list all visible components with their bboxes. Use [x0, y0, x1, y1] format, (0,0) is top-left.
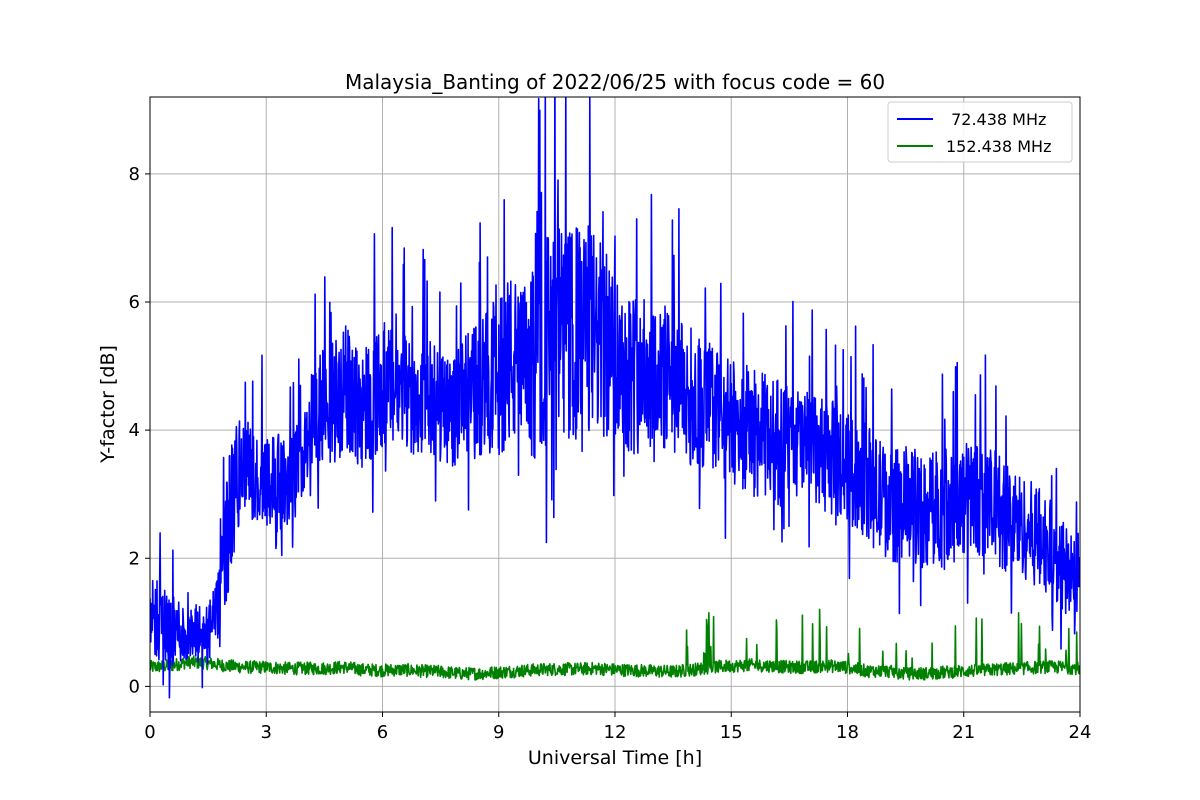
- x-tick-label: 18: [836, 722, 859, 743]
- y-tick-label: 8: [129, 164, 140, 185]
- chart-title: Malaysia_Banting of 2022/06/25 with focu…: [345, 70, 885, 94]
- legend-entry-72mhz: 72.438 MHz: [946, 110, 1046, 129]
- series-layer: [150, 97, 1080, 699]
- x-tick-label: 9: [493, 722, 504, 743]
- legend: 72.438 MHz 152.438 MHz: [887, 101, 1073, 163]
- x-tick-label: 6: [377, 722, 388, 743]
- x-axis-ticks: 0 3 6 9 12 15 18 21 24: [144, 712, 1091, 743]
- y-axis-label: Y-factor [dB]: [97, 345, 119, 464]
- y-tick-label: 6: [129, 292, 140, 313]
- x-tick-label: 3: [261, 722, 272, 743]
- legend-box: [887, 101, 1073, 163]
- x-tick-label: 0: [144, 722, 155, 743]
- y-tick-label: 0: [129, 676, 140, 697]
- series-line-72mhz: [150, 97, 1080, 699]
- y-tick-label: 2: [129, 548, 140, 569]
- y-tick-label: 4: [129, 420, 140, 441]
- x-axis-label: Universal Time [h]: [528, 747, 702, 769]
- series-line-152mhz: [150, 608, 1080, 681]
- x-tick-label: 15: [720, 722, 743, 743]
- x-tick-label: 12: [604, 722, 627, 743]
- x-tick-label: 21: [952, 722, 975, 743]
- x-tick-label: 24: [1069, 722, 1092, 743]
- legend-entry-152mhz: 152.438 MHz: [946, 137, 1051, 156]
- y-axis-ticks: 0 2 4 6 8: [129, 164, 150, 697]
